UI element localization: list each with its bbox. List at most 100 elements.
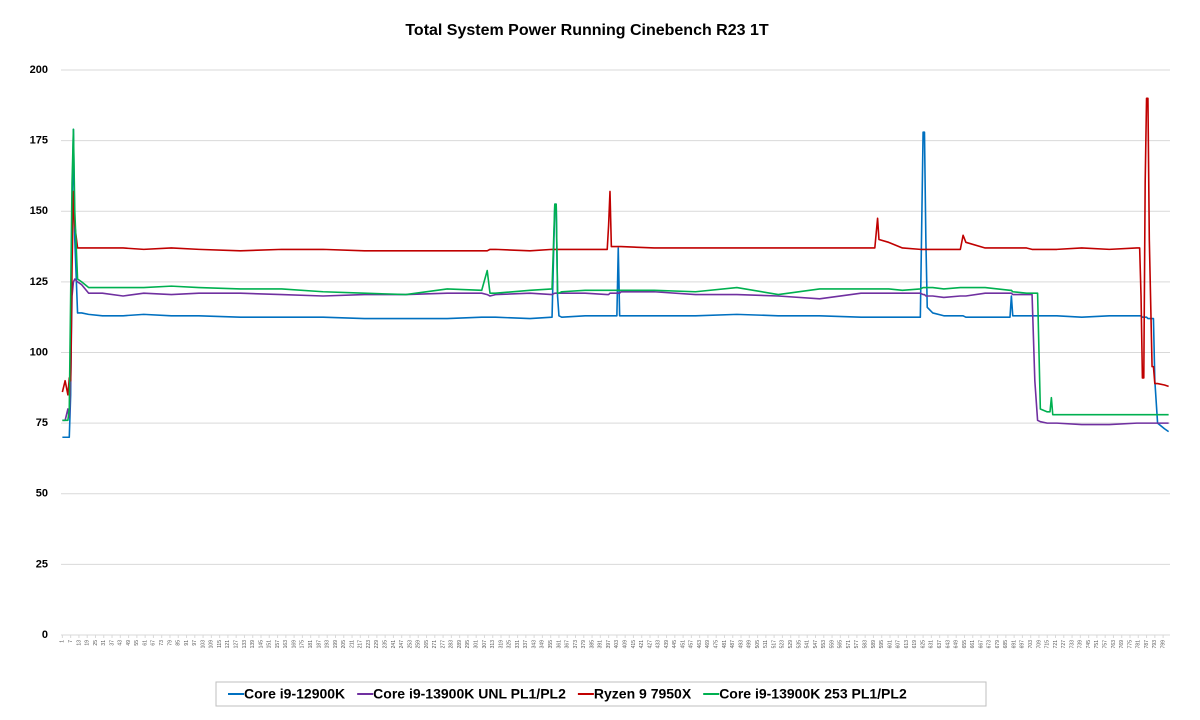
x-tick-label: 151 — [267, 640, 273, 649]
x-tick-label: 601 — [887, 640, 893, 649]
x-tick-label: 475 — [714, 640, 720, 649]
x-tick-label: 577 — [854, 640, 860, 649]
x-tick-label: 19 — [85, 640, 91, 646]
x-tick-label: 523 — [780, 640, 786, 649]
x-tick-label: 289 — [457, 640, 463, 649]
x-tick-label: 367 — [565, 640, 571, 649]
x-tick-label: 433 — [656, 640, 662, 649]
x-tick-label: 439 — [664, 640, 670, 649]
legend-label: Core i9-13900K 253 PL1/PL2 — [719, 686, 907, 702]
x-tick-label: 529 — [788, 640, 794, 649]
x-tick-label: 385 — [589, 640, 595, 649]
x-tick-label: 37 — [109, 640, 115, 646]
x-tick-label: 607 — [896, 640, 902, 649]
series-line — [62, 278, 1169, 426]
x-tick-label: 73 — [159, 640, 165, 646]
series-line — [62, 128, 1170, 439]
x-tick-label: 301 — [474, 640, 480, 649]
x-tick-label: 199 — [333, 640, 339, 649]
x-tick-label: 7 — [68, 640, 74, 643]
x-axis: 1 7 13 19 25 31 37 43 49 55 61 67 73 79 85 91 97 103 109 11… — [60, 634, 1170, 649]
x-tick-label: 403 — [614, 640, 620, 649]
x-tick-label: 793 — [1152, 640, 1158, 649]
x-tick-label: 85 — [176, 640, 182, 646]
y-tick-label: 200 — [30, 64, 48, 76]
x-tick-label: 409 — [622, 640, 628, 649]
x-tick-label: 109 — [209, 640, 215, 649]
x-tick-label: 727 — [1061, 640, 1067, 649]
x-tick-label: 583 — [862, 640, 868, 649]
x-tick-label: 505 — [755, 640, 761, 649]
x-tick-label: 49 — [126, 640, 132, 646]
x-tick-label: 613 — [904, 640, 910, 649]
x-tick-label: 637 — [937, 640, 943, 649]
x-tick-label: 775 — [1127, 640, 1133, 649]
x-tick-label: 427 — [647, 640, 653, 649]
x-tick-label: 673 — [987, 640, 993, 649]
x-tick-label: 781 — [1136, 640, 1142, 649]
y-tick-label: 75 — [36, 417, 48, 429]
x-tick-label: 547 — [813, 640, 819, 649]
x-tick-label: 787 — [1144, 640, 1150, 649]
x-tick-label: 541 — [805, 640, 811, 649]
x-tick-label: 97 — [192, 640, 198, 646]
x-tick-label: 271 — [432, 640, 438, 649]
y-tick-label: 125 — [30, 276, 48, 288]
x-tick-label: 769 — [1119, 640, 1125, 649]
x-tick-label: 721 — [1053, 640, 1059, 649]
x-tick-label: 643 — [945, 640, 951, 649]
x-tick-label: 421 — [639, 640, 645, 649]
x-tick-label: 55 — [134, 640, 140, 646]
x-tick-label: 697 — [1020, 640, 1026, 649]
plot-lines — [61, 97, 1170, 439]
x-tick-label: 343 — [531, 640, 537, 649]
x-tick-label: 331 — [515, 640, 521, 649]
x-tick-label: 517 — [771, 640, 777, 649]
y-tick-label: 150 — [30, 205, 48, 217]
x-tick-label: 655 — [962, 640, 968, 649]
x-tick-label: 457 — [689, 640, 695, 649]
x-tick-label: 487 — [730, 640, 736, 649]
x-tick-label: 277 — [440, 640, 446, 649]
x-tick-label: 181 — [308, 640, 314, 649]
x-tick-label: 703 — [1028, 640, 1034, 649]
x-tick-label: 103 — [200, 640, 206, 649]
x-tick-label: 223 — [366, 640, 372, 649]
x-tick-label: 349 — [540, 640, 546, 649]
x-tick-label: 25 — [93, 640, 99, 646]
x-tick-label: 751 — [1094, 640, 1100, 649]
legend: Core i9-12900K Core i9-13900K UNL PL1/PL2… — [228, 686, 907, 702]
series-line — [62, 128, 1169, 422]
x-tick-label: 679 — [995, 640, 1001, 649]
grid: 0 25 50 75 100 125 150 175 200 — [30, 64, 1170, 641]
x-tick-label: 211 — [349, 640, 355, 648]
x-tick-label: 145 — [258, 640, 264, 649]
x-tick-label: 307 — [482, 640, 488, 649]
x-tick-label: 43 — [118, 640, 124, 646]
x-tick-label: 13 — [76, 640, 82, 646]
x-tick-label: 175 — [300, 640, 306, 649]
x-tick-label: 187 — [316, 640, 322, 649]
x-tick-label: 715 — [1045, 640, 1051, 649]
x-tick-label: 235 — [382, 640, 388, 649]
legend-label: Core i9-13900K UNL PL1/PL2 — [373, 686, 566, 702]
y-tick-label: 25 — [36, 558, 48, 570]
x-tick-label: 451 — [680, 640, 686, 649]
x-tick-label: 571 — [846, 640, 852, 649]
legend-label: Core i9-12900K — [244, 686, 345, 702]
x-tick-label: 319 — [498, 640, 504, 649]
x-tick-label: 631 — [929, 640, 935, 649]
x-tick-label: 391 — [598, 640, 604, 649]
x-tick-label: 565 — [838, 640, 844, 649]
x-tick-label: 493 — [738, 640, 744, 649]
x-tick-label: 79 — [167, 640, 173, 646]
x-tick-label: 169 — [291, 640, 297, 649]
x-tick-label: 355 — [548, 640, 554, 649]
legend-label: Ryzen 9 7950X — [594, 686, 692, 702]
x-tick-label: 325 — [507, 640, 513, 649]
chart-title: Total System Power Running Cinebench R23… — [405, 22, 769, 39]
x-tick-label: 763 — [1111, 640, 1117, 649]
x-tick-label: 625 — [920, 640, 926, 649]
x-tick-label: 265 — [424, 640, 430, 649]
